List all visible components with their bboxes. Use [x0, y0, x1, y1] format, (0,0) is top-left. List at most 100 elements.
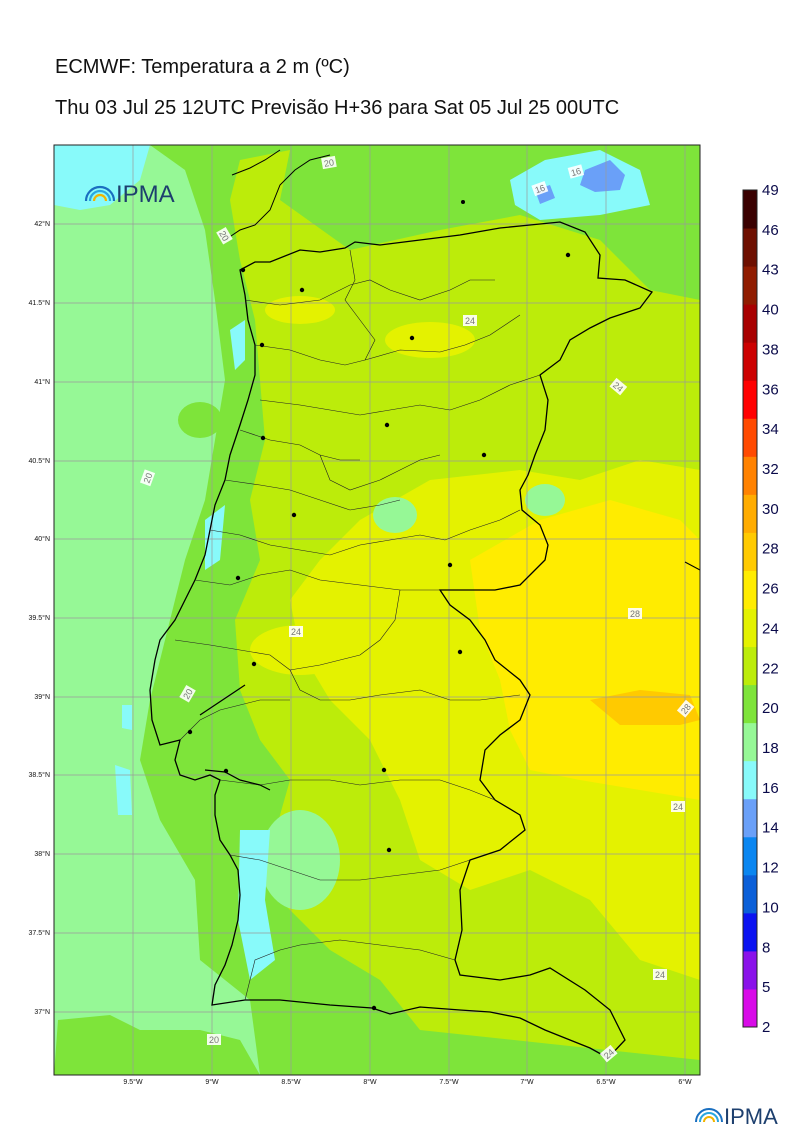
- graticule: [54, 145, 700, 1075]
- contour-label: 24: [609, 377, 628, 396]
- lat-label: 41°N: [34, 378, 50, 386]
- colorbar-frame: [742, 189, 758, 1028]
- colorbar-tick-label: 20: [762, 700, 779, 717]
- svg-text:24: 24: [655, 970, 665, 980]
- lat-label: 40°N: [34, 535, 50, 543]
- colorbar-tick-label: 2: [762, 1019, 770, 1036]
- colorbar-segment: [743, 228, 757, 267]
- colorbar-tick-label: 5: [762, 979, 770, 996]
- lon-label: 6°W: [678, 1078, 692, 1086]
- lon-label: 7.5°W: [439, 1078, 459, 1086]
- lat-label: 40.5°N: [29, 457, 50, 465]
- colorbar-tick-label: 38: [762, 341, 779, 358]
- logo-text: IPMA: [724, 1104, 778, 1129]
- svg-text:28: 28: [679, 702, 693, 716]
- temperature-fields: [54, 145, 700, 1075]
- contour-label: 16: [567, 164, 585, 179]
- lon-label: 6.5°W: [596, 1078, 616, 1086]
- colorbar-segment: [743, 760, 757, 800]
- colorbar-tick-label: 16: [762, 780, 779, 797]
- colorbar-segment: [743, 494, 757, 533]
- colorbar-tick-label: 10: [762, 899, 779, 916]
- lon-labels: 9.5°W 9°W 8.5°W 8°W 7.5°W 7°W 6.5°W 6°W: [123, 1078, 692, 1086]
- lat-label: 39°N: [34, 693, 50, 701]
- contour-label: 20: [321, 155, 337, 170]
- svg-text:20: 20: [181, 687, 195, 701]
- city-markers: [187, 200, 571, 1011]
- colorbar-tick-label: 40: [762, 302, 779, 319]
- contour-label: 20: [179, 684, 196, 703]
- colorbar-segment: [743, 722, 757, 762]
- colorbar-tick-label: 26: [762, 581, 779, 598]
- svg-text:24: 24: [611, 380, 625, 394]
- colorbar-tick-label: 46: [762, 222, 779, 239]
- svg-text:20: 20: [142, 472, 155, 485]
- colorbar-segment: [743, 532, 757, 571]
- contour-label: 20: [139, 469, 156, 487]
- lat-label: 41.5°N: [29, 299, 50, 307]
- colorbar-tick-label: 49: [762, 182, 779, 199]
- colorbar-tick-label: 36: [762, 381, 779, 398]
- colorbar-segment: [743, 418, 757, 457]
- lon-label: 9°W: [205, 1078, 219, 1086]
- contour-label: 24: [289, 626, 303, 637]
- contour-label: 24: [671, 801, 685, 812]
- contour-label: 16: [531, 180, 549, 197]
- colorbar-segment: [743, 836, 757, 876]
- colorbar-segment: [743, 266, 757, 305]
- lon-label: 8°W: [363, 1078, 377, 1086]
- contour-label: 20: [207, 1034, 221, 1045]
- svg-text:20: 20: [323, 157, 335, 169]
- contour-label: 24: [463, 315, 477, 326]
- colorbar-tick-label: 8: [762, 939, 770, 956]
- colorbar-tick-label: 18: [762, 740, 779, 757]
- contour-label: 24: [653, 969, 667, 980]
- colorbar-tick-label: 34: [762, 421, 779, 438]
- lat-label: 38.5°N: [29, 771, 50, 779]
- colorbar-segment: [743, 798, 757, 838]
- ipma-logo-footer: IPMA: [695, 1104, 778, 1129]
- svg-text:16: 16: [570, 166, 582, 178]
- colorbar-tick-label: 12: [762, 860, 779, 877]
- ipma-logo-map: IPMA: [84, 181, 175, 208]
- contour-label: 24: [599, 1044, 618, 1063]
- lat-label: 38°N: [34, 850, 50, 858]
- colorbar-segment: [743, 874, 757, 914]
- lat-label: 42°N: [34, 220, 50, 228]
- colorbar-tick-label: 24: [762, 620, 779, 637]
- lon-label: 9.5°W: [123, 1078, 143, 1086]
- colorbar-segment: [743, 570, 757, 609]
- colorbar-segment: [743, 646, 757, 686]
- colorbar-segment: [743, 380, 757, 419]
- colorbar-segment: [743, 608, 757, 648]
- chart-subtitle: Thu 03 Jul 25 12UTC Previsão H+36 para S…: [55, 97, 620, 119]
- contour-label: 28: [628, 608, 642, 619]
- map-frame: [53, 144, 701, 1076]
- chart-title: ECMWF: Temperatura a 2 m (ºC): [55, 56, 350, 78]
- svg-text:20: 20: [217, 229, 231, 243]
- colorbar-segment: [743, 912, 757, 952]
- svg-text:24: 24: [465, 316, 475, 326]
- colorbar-segment: [743, 950, 757, 990]
- colorbar-segment: [743, 304, 757, 343]
- colorbar-tick-label: 28: [762, 541, 779, 558]
- colorbar-tick-label: 14: [762, 820, 779, 837]
- colorbar-segment: [743, 684, 757, 724]
- colorbar-segment: [743, 190, 757, 229]
- colorbar-tick-label: 43: [762, 262, 779, 279]
- coastline-borders: [149, 149, 700, 1059]
- colorbar-segment: [743, 988, 757, 1028]
- contour-label: 28: [676, 699, 695, 718]
- contour-labels: 20 16 16 20 24 24 20 24 28 28 24 20 24 24 20: [139, 155, 695, 1063]
- lon-label: 7°W: [520, 1078, 534, 1086]
- colorbar-tick-label: 22: [762, 660, 779, 677]
- lat-label: 39.5°N: [29, 614, 50, 622]
- svg-text:20: 20: [209, 1035, 219, 1045]
- svg-text:24: 24: [673, 802, 683, 812]
- logo-text: IPMA: [116, 181, 175, 208]
- colorbar-segment: [743, 342, 757, 381]
- lat-labels: 42°N 41.5°N 41°N 40.5°N 40°N 39.5°N 39°N…: [29, 220, 50, 1016]
- lon-label: 8.5°W: [281, 1078, 301, 1086]
- svg-text:28: 28: [630, 609, 640, 619]
